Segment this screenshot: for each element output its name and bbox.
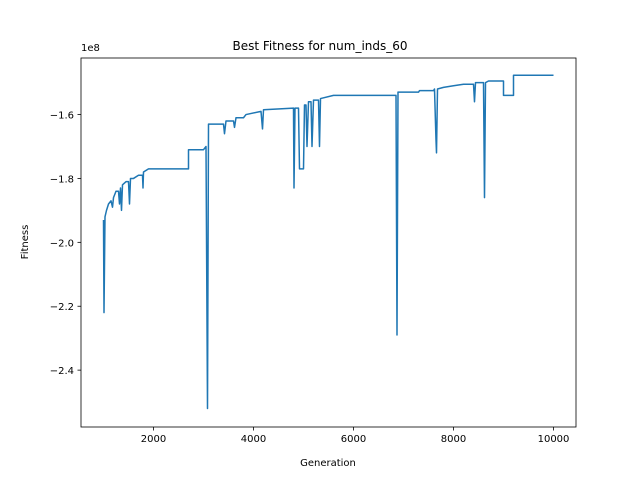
x-tick-label: 8000 <box>441 434 466 445</box>
chart-title: Best Fitness for num_inds_60 <box>232 39 407 53</box>
y-tick-label: −2.2 <box>50 302 74 313</box>
y-tick-label: −1.8 <box>50 174 74 185</box>
x-tick-label: 2000 <box>141 434 166 445</box>
y-tick-label: −1.6 <box>50 111 74 122</box>
y-offset-label: 1e8 <box>81 43 100 54</box>
y-tick-label: −2.0 <box>50 238 74 249</box>
plot-frame <box>80 57 577 428</box>
y-axis-label: Fitness <box>20 225 31 260</box>
x-tick-label: 4000 <box>241 434 266 445</box>
x-axis-label: Generation <box>300 458 356 469</box>
data-line <box>102 74 554 410</box>
x-tick-label: 6000 <box>341 434 366 445</box>
y-tick-label: −2.4 <box>50 366 74 377</box>
x-tick-label: 10000 <box>538 434 570 445</box>
